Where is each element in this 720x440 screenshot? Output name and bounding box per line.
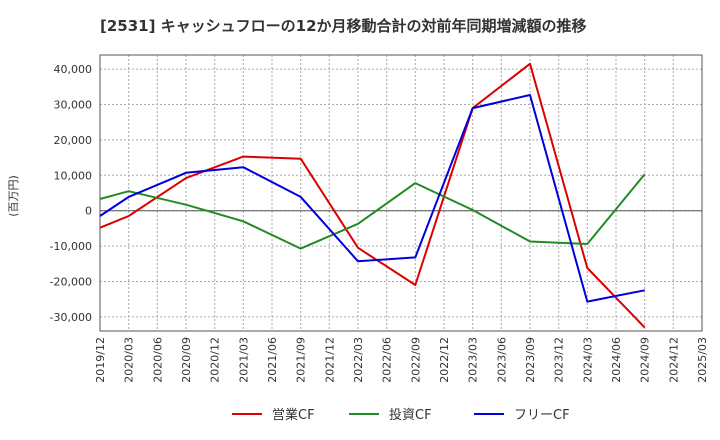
y-tick-label: 10,000 bbox=[54, 169, 93, 182]
y-tick-label: 30,000 bbox=[54, 99, 93, 112]
legend-item-2: 投資CF bbox=[349, 407, 432, 423]
y-tick-label: 0 bbox=[85, 205, 92, 218]
series-line-1 bbox=[99, 62, 646, 329]
x-tick-label: 2023/03 bbox=[467, 337, 480, 383]
legend-item-3: フリーCF bbox=[474, 408, 570, 423]
y-tick-label: 40,000 bbox=[54, 63, 93, 76]
x-tick-label: 2025/03 bbox=[696, 337, 709, 383]
x-tick-labels: 2019/12 2020/03 2020/06 2020/09 2020/12 2021/… bbox=[94, 337, 709, 383]
x-tick-label: 2020/12 bbox=[209, 337, 222, 383]
x-tick-label: 2022/09 bbox=[409, 337, 422, 383]
plot-frame bbox=[99, 54, 703, 332]
legend-item-1: 営業CF bbox=[232, 407, 315, 423]
x-tick-label: 2024/09 bbox=[639, 337, 652, 383]
x-tick-label: 2024/12 bbox=[667, 337, 680, 383]
x-tick-label: 2022/12 bbox=[438, 337, 451, 383]
legend-label: 投資CF bbox=[389, 407, 432, 423]
x-tick-label: 2022/06 bbox=[381, 337, 394, 383]
x-tick-label: 2019/12 bbox=[94, 337, 107, 383]
series-line-3 bbox=[99, 94, 645, 303]
y-tick-label: -30,000 bbox=[50, 311, 92, 324]
x-tick-label: 2023/09 bbox=[524, 337, 537, 383]
series-lines bbox=[99, 62, 646, 329]
x-tick-label: 2020/06 bbox=[151, 337, 164, 383]
x-tick-label: 2021/09 bbox=[295, 337, 308, 383]
x-tick-label: 2021/03 bbox=[237, 337, 250, 383]
x-tick-label: 2021/12 bbox=[323, 337, 336, 383]
grid bbox=[99, 55, 703, 331]
y-tick-label: -20,000 bbox=[50, 275, 92, 288]
y-tick-labels: -30,000 -20,000 -10,000 0 10,000 20,000 30,000… bbox=[50, 63, 92, 324]
x-tick-label: 2020/09 bbox=[180, 337, 193, 383]
x-tick-label: 2023/12 bbox=[553, 337, 566, 383]
y-tick-label: -10,000 bbox=[50, 240, 92, 253]
x-tick-label: 2022/03 bbox=[352, 337, 365, 383]
x-tick-label: 2021/06 bbox=[266, 337, 279, 383]
legend: 営業CF 投資CF フリーCF bbox=[232, 407, 570, 423]
series-line-2 bbox=[99, 173, 646, 250]
x-tick-label: 2024/06 bbox=[610, 337, 623, 383]
legend-label: 営業CF bbox=[272, 407, 315, 423]
x-tick-label: 2024/03 bbox=[581, 337, 594, 383]
y-tick-label: 20,000 bbox=[54, 134, 93, 147]
chart-title: [2531] キャッシュフローの12か月移動合計の対前年同期増減額の推移 bbox=[100, 17, 587, 35]
legend-label: フリーCF bbox=[514, 408, 570, 423]
y-axis-label: (百万円) bbox=[7, 175, 20, 217]
x-tick-label: 2020/03 bbox=[123, 337, 136, 383]
x-tick-label: 2023/06 bbox=[495, 337, 508, 383]
